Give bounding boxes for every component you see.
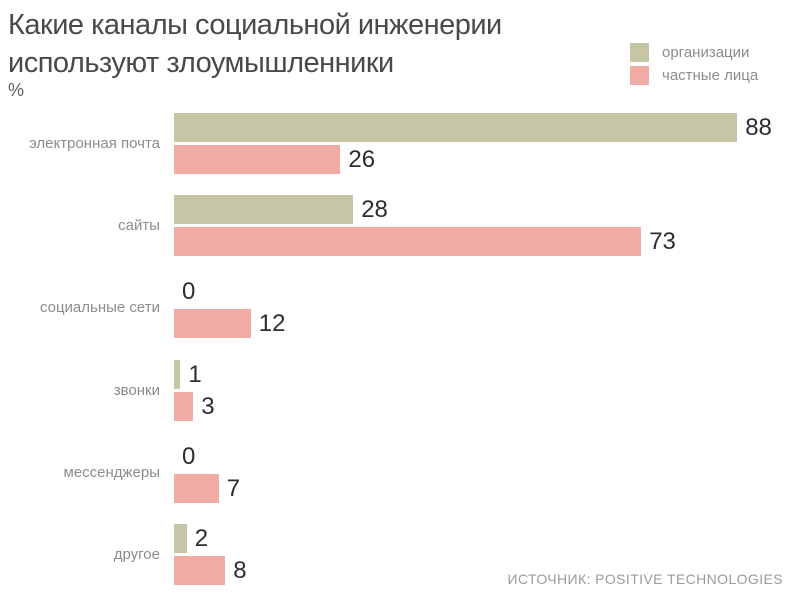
- bar-line-individuals: 7: [174, 474, 240, 503]
- bar-line-individuals: 12: [174, 309, 286, 338]
- chart-title-line2: используют злоумышленники: [8, 47, 394, 79]
- value-label: 88: [745, 114, 772, 141]
- bar-group: 0 12: [174, 277, 286, 338]
- bar-line-organizations: 0: [174, 277, 286, 306]
- legend-swatch-individuals: [630, 66, 649, 85]
- bar-line-organizations: 1: [174, 360, 215, 389]
- value-label: 26: [348, 146, 376, 173]
- bar-individuals: [174, 392, 194, 421]
- legend: организации частные лица: [630, 43, 758, 85]
- value-label: 73: [649, 228, 676, 255]
- value-label: 2: [194, 525, 209, 552]
- legend-label-organizations: организации: [662, 44, 750, 61]
- value-label: 1: [188, 361, 202, 388]
- legend-item-individuals: частные лица: [630, 66, 758, 85]
- bar-individuals: [174, 309, 251, 338]
- bar-line-individuals: 8: [174, 556, 247, 585]
- legend-label-individuals: частные лица: [662, 67, 759, 84]
- bar-line-individuals: 3: [174, 392, 215, 421]
- value-label: 12: [258, 310, 286, 337]
- chart-row: сайты 28 73: [0, 195, 796, 256]
- value-label: 8: [233, 557, 247, 584]
- bar-line-organizations: 0: [174, 442, 240, 471]
- chart-row: звонки 1 3: [0, 360, 796, 421]
- bar-individuals: [174, 145, 341, 174]
- bar-group: 88 26: [174, 113, 772, 174]
- unit-label: %: [8, 80, 25, 100]
- category-label: сайты: [118, 217, 160, 234]
- category-label: другое: [113, 546, 160, 563]
- chart-row: социальные сети 0 12: [0, 277, 796, 338]
- value-label: 7: [226, 475, 241, 502]
- bar-line-organizations: 28: [174, 195, 676, 224]
- bar-organizations: [174, 360, 181, 389]
- bar-line-organizations: 2: [174, 524, 247, 553]
- bar-organizations: [174, 524, 187, 553]
- legend-swatch-organizations: [630, 43, 649, 62]
- bar-line-individuals: 26: [174, 145, 772, 174]
- value-label: 0: [182, 443, 196, 470]
- chart-row: мессенджеры 0 7: [0, 442, 796, 503]
- chart-row: электронная почта 88 26: [0, 113, 796, 174]
- bar-line-organizations: 88: [174, 113, 772, 142]
- chart-row: другое 2 8: [0, 524, 796, 585]
- value-label: 28: [361, 196, 388, 223]
- legend-item-organizations: организации: [630, 43, 758, 62]
- value-label: 0: [182, 278, 196, 305]
- bar-individuals: [174, 227, 642, 256]
- chart-title: Какие каналы социальной инженерии исполь…: [8, 6, 502, 82]
- bar-individuals: [174, 474, 219, 503]
- chart-title-line1: Какие каналы социальной инженерии: [8, 9, 502, 41]
- bar-group: 28 73: [174, 195, 676, 256]
- source-credit: ИСТОЧНИК: POSITIVE TECHNOLOGIES: [507, 571, 783, 587]
- bar-organizations: [174, 195, 354, 224]
- category-label: звонки: [113, 382, 160, 399]
- bar-organizations: [174, 113, 738, 142]
- bar-individuals: [174, 556, 226, 585]
- value-label: 3: [201, 393, 215, 420]
- category-label: социальные сети: [39, 299, 160, 316]
- category-label: мессенджеры: [63, 464, 160, 481]
- category-label: электронная почта: [29, 135, 160, 152]
- bar-line-individuals: 73: [174, 227, 676, 256]
